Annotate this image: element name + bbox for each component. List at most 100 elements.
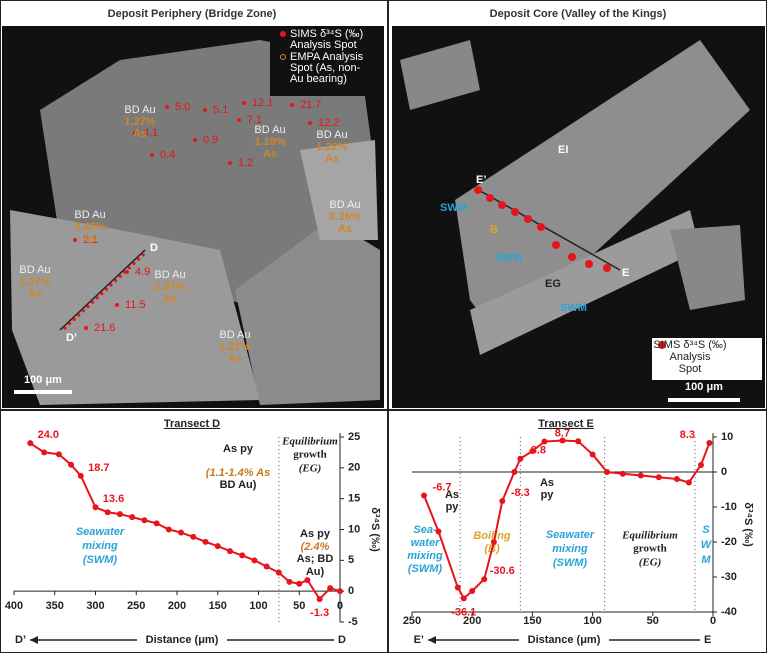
- y-axis-label: δ³⁴S (‰): [369, 507, 381, 552]
- data-point: [499, 498, 506, 505]
- annotation: (SWM): [83, 554, 118, 566]
- empa-label: BD Au: [19, 264, 50, 276]
- data-label: -30.6: [490, 565, 515, 577]
- sims-spot: [73, 238, 77, 242]
- x-tick-label: 100: [249, 600, 267, 612]
- annotation: (EG): [639, 557, 662, 569]
- empa-label: 1.37%: [19, 276, 50, 288]
- spot: [585, 260, 593, 268]
- sims-label: 21.7: [300, 99, 321, 111]
- image-label: B: [490, 224, 498, 236]
- spot: [141, 253, 145, 257]
- data-point: [421, 492, 428, 499]
- annotation: M: [701, 554, 711, 566]
- spot: [137, 257, 141, 261]
- label-bg: [137, 632, 227, 648]
- x-tick-label: 0: [710, 615, 716, 627]
- sims-label: 12.2: [318, 117, 339, 129]
- data-point: [27, 440, 34, 447]
- x-tick-label: 50: [293, 600, 305, 612]
- annotation: (2.4%: [301, 541, 330, 553]
- data-point: [129, 514, 136, 521]
- empa-label: As: [338, 223, 352, 235]
- spot: [81, 309, 85, 313]
- empa-label: As: [325, 153, 339, 165]
- annotation: As; BD: [297, 553, 334, 565]
- transect-line: [474, 187, 621, 271]
- data-point: [165, 526, 172, 533]
- end-label: E’: [414, 634, 424, 646]
- spot: [114, 279, 118, 283]
- scale-bar: [668, 398, 740, 402]
- y-tick-label: -40: [721, 606, 737, 618]
- image-label: EG: [545, 278, 561, 290]
- x-tick-label: 50: [647, 615, 659, 627]
- empa-label: BD Au: [254, 124, 285, 136]
- data-point: [304, 577, 311, 584]
- x-tick-label: 350: [46, 600, 64, 612]
- empa-label: As: [228, 353, 242, 365]
- legend-text: Analysis Spot: [290, 39, 357, 51]
- spot: [127, 266, 131, 270]
- empa-label: As: [83, 233, 97, 245]
- data-point: [178, 529, 185, 536]
- data-point: [296, 580, 303, 587]
- empa-label: BD Au: [329, 199, 360, 211]
- data-label: 3.8: [531, 445, 546, 457]
- spot: [91, 300, 95, 304]
- sims-spot: [193, 138, 197, 142]
- grain: [455, 40, 750, 340]
- spot: [524, 215, 532, 223]
- annotation: (SWM): [553, 557, 588, 569]
- annotation: mixing: [552, 543, 588, 555]
- y-tick-label: 0: [348, 585, 354, 597]
- data-point: [637, 472, 644, 479]
- legend-text: SIMS δ³⁴S (‰): [290, 28, 363, 40]
- y-tick-label: 10: [721, 431, 733, 443]
- data-point: [141, 517, 148, 524]
- spot: [72, 317, 76, 321]
- data-point: [490, 539, 497, 545]
- data-label: -6.7: [433, 481, 452, 493]
- annotation: As py: [223, 443, 254, 455]
- legend-text: Au bearing): [290, 73, 347, 85]
- sims-label: 5.0: [175, 101, 190, 113]
- data-point: [619, 470, 626, 477]
- y-tick-label: -30: [721, 571, 737, 583]
- data-point: [275, 569, 282, 576]
- data-point: [55, 451, 62, 458]
- annotation: BD Au): [220, 479, 257, 491]
- sims-label: 0.4: [160, 149, 175, 161]
- image-label: SWM: [495, 252, 522, 264]
- empa-label: BD Au: [124, 104, 155, 116]
- data-point: [286, 578, 293, 585]
- x-tick-label: 250: [127, 600, 145, 612]
- spot: [498, 201, 506, 209]
- marker: D’: [66, 332, 77, 344]
- spot: [123, 270, 127, 274]
- spot: [104, 287, 108, 291]
- data-label: 8.3: [680, 429, 695, 441]
- sims-label: 4.9: [135, 266, 150, 278]
- sims-spot: [228, 161, 232, 165]
- annotation: mixing: [407, 550, 443, 562]
- sims-spot: [242, 101, 246, 105]
- x-tick-label: 400: [5, 600, 23, 612]
- spot: [86, 304, 90, 309]
- y-tick-label: 25: [348, 431, 360, 443]
- spot: [68, 322, 72, 326]
- data-point: [251, 557, 258, 564]
- annotation: Seawater: [546, 529, 595, 541]
- spot: [109, 283, 113, 287]
- annotation: growth: [293, 449, 326, 461]
- spot: [63, 326, 67, 330]
- empa-label: BD Au: [316, 129, 347, 141]
- legend-box: [652, 338, 762, 380]
- x-tick-label: 250: [403, 615, 421, 627]
- y-tick-label: -10: [721, 501, 737, 513]
- sims-label: 21.6: [94, 322, 115, 334]
- spot: [132, 261, 136, 266]
- marker: D: [150, 242, 158, 254]
- y-axis-label: δ³⁴S (‰): [742, 502, 754, 547]
